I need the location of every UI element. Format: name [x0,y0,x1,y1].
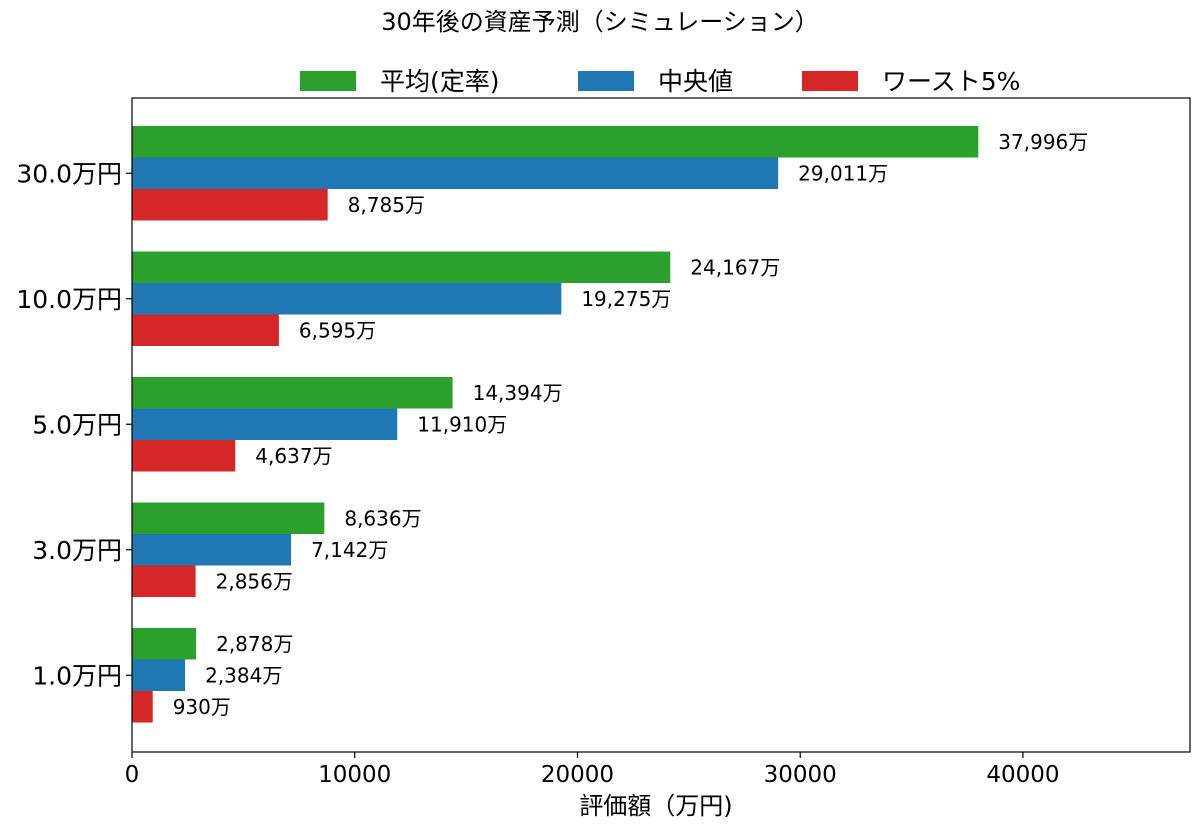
y-axis: 30.0万円 10.0万円 5.0万円 3.0万円 1.0万円 [16,159,132,690]
legend-label: ワースト5% [882,67,1020,96]
bar [132,126,979,158]
legend-swatch [802,71,858,91]
bar [132,314,279,346]
bar [132,502,325,534]
bar-value-label: 11,910万 [417,412,507,436]
chart-title: 30年後の資産予測（シミュレーション） [381,8,819,36]
bar [132,659,186,691]
y-tick-label: 30.0万円 [16,159,122,188]
bar-value-label: 6,595万 [299,318,376,342]
legend: 平均(定率) 中央値 ワースト5% [300,67,1020,96]
y-tick-label: 3.0万円 [32,536,122,565]
x-tick-label: 40000 [986,762,1059,788]
bar-value-label: 2,878万 [216,632,293,656]
x-tick-label: 30000 [764,762,837,788]
bar-value-label: 7,142万 [311,538,388,562]
y-tick-label: 5.0万円 [32,410,122,439]
bar-value-label: 19,275万 [581,287,671,311]
bar-value-label: 37,996万 [998,130,1088,154]
bar-value-label: 14,394万 [473,381,563,405]
legend-swatch [578,71,634,91]
legend-label: 平均(定率) [380,67,500,96]
bar [132,377,453,409]
bar [132,283,562,315]
x-axis-title: 評価額（万円) [579,792,732,820]
bar [132,628,197,660]
bar-value-label: 24,167万 [690,255,780,279]
x-tick-label: 0 [125,762,140,788]
bar-group [132,126,979,723]
bar [132,565,196,597]
bar [132,189,328,221]
bar-value-label: 2,856万 [216,569,293,593]
plot-area-frame [131,97,1191,753]
bar-value-label: 4,637万 [255,444,332,468]
legend-label: 中央値 [658,67,733,96]
bar [132,440,236,472]
bar-value-label: 8,785万 [348,193,425,217]
bar-value-label: 930万 [173,695,231,719]
y-tick-label: 1.0万円 [32,661,122,690]
y-tick-label: 10.0万円 [16,285,122,314]
bar [132,534,292,566]
bar-value-label: 29,011万 [798,161,888,185]
bar [132,251,671,283]
bar-value-label: 2,384万 [205,663,282,687]
x-tick-label: 10000 [318,762,391,788]
x-tick-label: 20000 [541,762,614,788]
bar [132,408,398,440]
bar [132,157,779,189]
legend-swatch [300,71,356,91]
bar-value-label: 8,636万 [344,506,421,530]
bar-label-group: 37,996万 29,011万 8,785万 24,167万 19,275万 6,595万… [173,130,1089,719]
x-axis: 0 10000 20000 30000 40000 [125,752,1060,788]
bar [132,691,153,723]
